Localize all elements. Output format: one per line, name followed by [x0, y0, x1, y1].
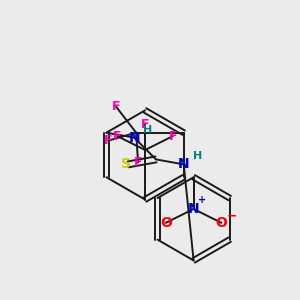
Text: F: F [169, 130, 177, 142]
Text: F: F [113, 130, 122, 142]
Text: F: F [104, 134, 112, 147]
Text: O: O [215, 216, 227, 230]
Text: O: O [160, 216, 172, 230]
Text: H: H [193, 152, 202, 161]
Text: S: S [121, 158, 131, 171]
Text: F: F [141, 118, 149, 131]
Text: F: F [134, 156, 142, 169]
Text: −: − [227, 209, 238, 222]
Text: H: H [143, 125, 153, 135]
Text: N: N [128, 130, 140, 145]
Text: N: N [188, 202, 200, 216]
Text: N: N [178, 158, 190, 171]
Text: F: F [112, 100, 121, 113]
Text: +: + [199, 195, 207, 205]
